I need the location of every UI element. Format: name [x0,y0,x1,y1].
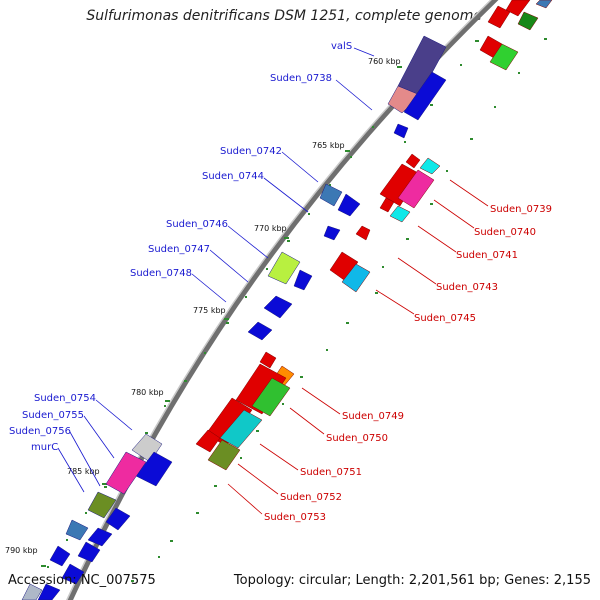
gene-label[interactable]: Suden_0743 [436,282,498,293]
gene-arrow[interactable] [49,545,71,567]
tick-track-outer [30,40,479,592]
forward-genes [21,35,447,600]
gene-arrow[interactable] [293,269,313,291]
tick-label: 760 kbp [368,57,401,66]
gene-arrow[interactable] [105,507,131,531]
gene-label[interactable]: Suden_0755 [22,410,84,421]
gene-arrow[interactable] [487,5,511,29]
gene-arrow[interactable] [87,527,113,547]
tick-label: 765 kbp [312,141,345,150]
gene-label[interactable]: murC [31,442,58,453]
gene-label[interactable]: Suden_0753 [264,512,326,523]
kbp-ticks: 760 kbp 765 kbp 770 kbp 775 kbp 780 kbp … [5,57,402,567]
gene-arrow[interactable] [379,163,421,207]
gene-arrow[interactable] [535,0,553,9]
gene-label[interactable]: Suden_0752 [280,492,342,503]
gene-label[interactable]: Suden_0750 [326,433,388,444]
gene-arrow[interactable] [405,153,421,169]
accession-text: Accession: NC_007575 [8,573,156,588]
gene-arrow[interactable] [389,205,411,223]
gene-arrow[interactable] [393,123,409,139]
gene-arrow[interactable] [419,157,441,175]
gene-label[interactable]: Suden_0742 [220,146,282,157]
gene-arrow[interactable] [341,263,371,293]
gene-label[interactable]: Suden_0740 [474,227,536,238]
gene-vals-block[interactable] [387,85,421,114]
gene-arrow[interactable] [251,377,291,417]
gene-arrow[interactable] [263,295,293,319]
tick-label: 790 kbp [5,546,38,555]
genome-title: Sulfurimonas denitrificans DSM 1251, com… [86,8,482,24]
gene-arrow[interactable] [397,169,435,209]
gene-label[interactable]: Suden_0756 [9,426,71,437]
tick-label: 785 kbp [67,467,100,476]
gene-label[interactable]: Suden_0748 [130,268,192,279]
gene-arrow[interactable] [355,225,371,241]
leader-lines-forward [57,47,375,493]
genome-summary-text: Topology: circular; Length: 2,201,561 bp… [233,573,591,588]
gene-label[interactable]: Suden_0738 [270,73,332,84]
tick-track-inner [131,38,547,582]
gene-arrow[interactable] [65,519,89,541]
gene-arrow[interactable] [319,183,343,207]
leader-lines-reverse [227,179,489,515]
gene-label[interactable]: Suden_0746 [166,219,228,230]
gene-arrow[interactable] [21,583,43,600]
gene-arrow[interactable] [219,409,263,449]
gene-label[interactable]: Suden_0751 [300,467,362,478]
gene-label[interactable]: valS [331,41,352,52]
gene-arrow[interactable] [337,193,361,217]
gene-label[interactable]: Suden_0745 [414,313,476,324]
gene-arrow[interactable] [195,429,221,453]
gene-arrow[interactable] [105,451,147,495]
gene-label[interactable]: Suden_0744 [202,171,264,182]
gene-arrow[interactable] [87,491,117,519]
tick-label: 780 kbp [131,388,164,397]
reverse-genes [195,0,553,471]
gene-label[interactable]: Suden_0754 [34,393,96,404]
gene-arrow[interactable] [61,563,85,585]
gene-label[interactable]: Suden_0739 [490,204,552,215]
gene-arrow[interactable] [505,0,531,17]
gene-arrow[interactable] [379,197,395,213]
gene-arrow[interactable] [267,251,301,285]
gene-arrow[interactable] [259,351,277,369]
labels-forward: valS Suden_0738 Suden_0742 Suden_0744 Su… [9,41,352,453]
tick-label: 770 kbp [254,224,287,233]
gene-arrow[interactable] [517,11,539,31]
gene-arrow[interactable] [235,363,287,415]
tick-label: 775 kbp [193,306,226,315]
gene-arrow[interactable] [77,541,101,563]
gene-label[interactable]: Suden_0747 [148,244,210,255]
gene-arrow[interactable] [489,43,519,71]
gene-label[interactable]: Suden_0741 [456,250,518,261]
gene-label[interactable]: Suden_0749 [342,411,404,422]
gene-arrow[interactable] [37,583,61,600]
gene-arrow[interactable] [207,439,241,471]
gene-arrow[interactable] [403,71,447,121]
gene-arrow[interactable] [247,321,273,341]
labels-reverse: Suden_0739 Suden_0740 Suden_0741 Suden_0… [264,204,552,523]
gene-arrow[interactable] [323,225,341,241]
